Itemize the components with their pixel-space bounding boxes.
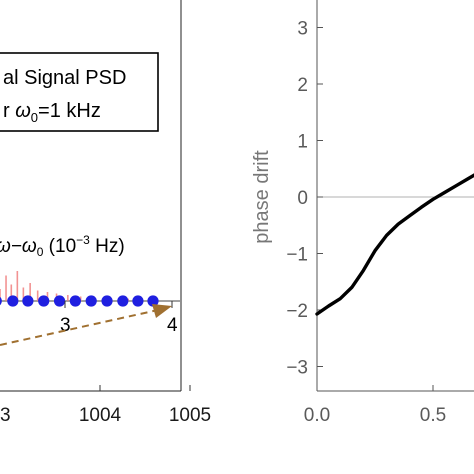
psd-point <box>0 296 2 306</box>
inset-tick-label-3: 3 <box>60 315 71 336</box>
right-y-ticks: 3 2 1 0 −1 −2 −3 <box>286 19 323 379</box>
right-y-tick-label: −2 <box>286 301 308 322</box>
psd-point <box>53 295 66 307</box>
psd-point <box>7 295 19 307</box>
psd-points <box>0 295 159 307</box>
right-y-tick-label: −1 <box>286 245 308 266</box>
psd-point <box>22 295 34 307</box>
left-x-tick-label: 03 <box>0 405 11 426</box>
left-x-tick-label: 1004 <box>79 405 122 426</box>
psd-point <box>69 295 81 307</box>
right-x-tick-label: 0.5 <box>420 405 446 426</box>
psd-point <box>85 295 97 307</box>
psd-point <box>38 295 50 307</box>
dashed-arrow <box>0 309 159 346</box>
right-x-ticks: 0.0 0.5 <box>304 385 446 426</box>
phase-drift-curve <box>315 173 474 316</box>
psd-point <box>117 295 129 307</box>
right-panel: 3 2 1 0 −1 −2 −3 0.0 0.5 phase drift <box>251 0 474 426</box>
left-x-tick-label: 1005 <box>169 405 211 426</box>
left-panel: 03 1004 1005 al Signal PSD r ω0=1 kHz ω−ω0… <box>0 0 211 426</box>
right-y-tick-label: 3 <box>297 19 308 40</box>
legend-line-1: al Signal PSD <box>3 67 126 89</box>
right-y-tick-label: −3 <box>286 358 308 379</box>
arrow-head <box>152 304 172 318</box>
right-x-tick-label: 0.0 <box>304 405 330 426</box>
psd-point <box>101 295 113 307</box>
right-y-tick-label: 1 <box>297 132 308 153</box>
left-x-ticks: 03 1004 1005 <box>0 385 211 426</box>
psd-point <box>147 295 159 307</box>
right-y-tick-label: 0 <box>297 188 308 209</box>
inset-tick-label-4: 4 <box>167 315 178 336</box>
legend-box <box>0 52 159 132</box>
right-y-tick-label: 2 <box>297 75 308 96</box>
inset-axis-label: ω−ω0 (10−3 Hz) <box>0 233 125 259</box>
legend-line-2: r ω0=1 kHz <box>3 100 101 125</box>
psd-point <box>132 295 144 307</box>
y-axis-label: phase drift <box>251 150 273 244</box>
